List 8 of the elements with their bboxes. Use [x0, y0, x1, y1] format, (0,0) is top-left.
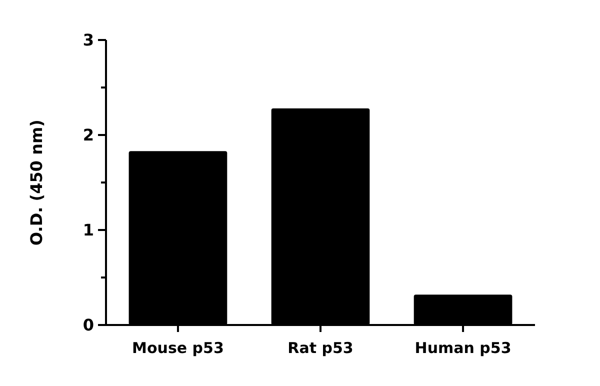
x-tick-label: Rat p53	[288, 339, 354, 357]
x-tick-label: Human p53	[414, 339, 512, 357]
y-tick-label: 3	[82, 30, 94, 50]
y-axis-title: O.D. (450 nm)	[27, 120, 46, 246]
y-tick-label: 0	[82, 316, 94, 335]
y-tick-label: 2	[82, 126, 94, 145]
x-tick-label: Mouse p53	[132, 339, 224, 357]
y-tick-label: 1	[82, 220, 94, 240]
